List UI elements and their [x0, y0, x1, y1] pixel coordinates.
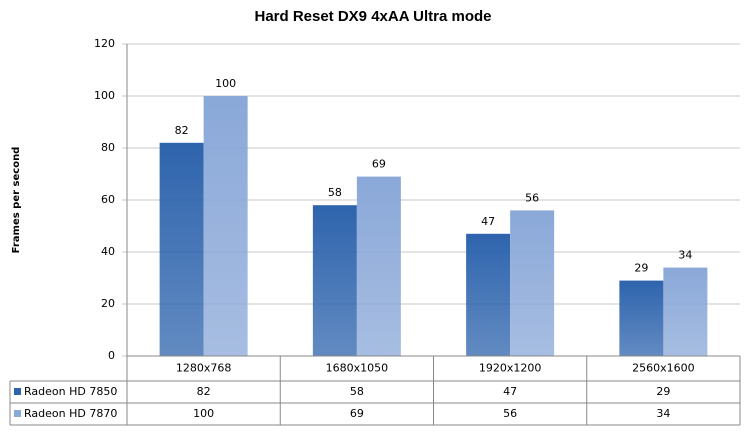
data-label: 56 — [525, 191, 539, 204]
data-label: 47 — [481, 215, 495, 228]
data-label: 34 — [678, 249, 692, 262]
legend-label: Radeon HD 7850 — [24, 385, 117, 398]
table-value: 47 — [503, 385, 517, 398]
table-value: 56 — [503, 407, 517, 420]
x-tick-label: 1920x1200 — [479, 362, 542, 375]
table-value: 100 — [193, 407, 214, 420]
y-tick-label: 0 — [108, 349, 115, 362]
table-value: 69 — [350, 407, 364, 420]
legend-swatch — [14, 388, 21, 395]
data-label: 100 — [215, 77, 236, 90]
table-value: 82 — [197, 385, 211, 398]
chart-title: Hard Reset DX9 4xAA Ultra mode — [254, 8, 491, 25]
y-tick-label: 120 — [94, 37, 115, 50]
y-tick-label: 60 — [101, 193, 115, 206]
table-value: 29 — [656, 385, 670, 398]
bar — [203, 96, 248, 356]
bar — [356, 176, 401, 356]
data-label: 69 — [372, 158, 386, 171]
y-tick-label: 20 — [101, 297, 115, 310]
bar — [312, 205, 357, 356]
table-value: 34 — [656, 407, 670, 420]
bar — [466, 233, 511, 356]
bar — [619, 280, 664, 356]
legend-swatch — [14, 410, 21, 417]
y-tick-label: 80 — [101, 141, 115, 154]
y-axis-label: Frames per second — [11, 147, 22, 254]
y-tick-label: 100 — [94, 89, 115, 102]
x-tick-label: 2560x1600 — [632, 362, 695, 375]
table-value: 58 — [350, 385, 364, 398]
bar — [510, 210, 555, 356]
data-label: 58 — [328, 186, 342, 199]
bar — [663, 267, 708, 356]
data-label: 82 — [175, 124, 189, 137]
legend-label: Radeon HD 7870 — [24, 407, 117, 420]
x-tick-label: 1680x1050 — [326, 362, 389, 375]
x-tick-label: 1280x768 — [176, 362, 232, 375]
y-tick-label: 40 — [101, 245, 115, 258]
bar — [159, 142, 204, 356]
data-label: 29 — [634, 262, 648, 275]
